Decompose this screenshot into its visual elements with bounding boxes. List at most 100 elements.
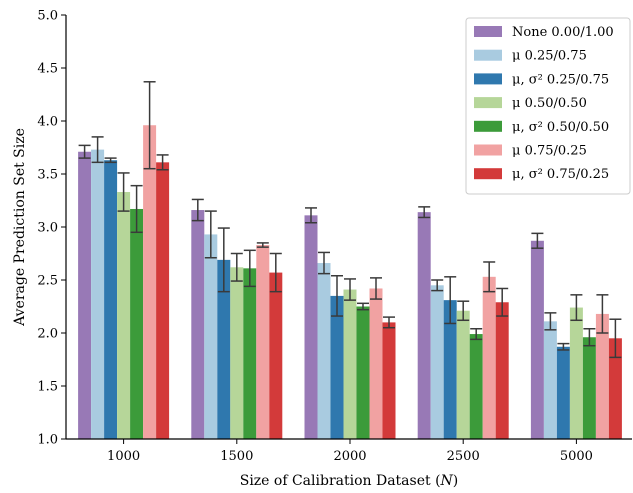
legend-swatch bbox=[474, 144, 502, 156]
error-bar bbox=[383, 316, 395, 329]
bar bbox=[556, 346, 570, 439]
error-bar bbox=[418, 206, 431, 219]
error-bar bbox=[483, 261, 496, 293]
legend-swatch bbox=[474, 97, 502, 109]
bar bbox=[304, 215, 318, 439]
bar bbox=[456, 310, 470, 439]
error-bar bbox=[156, 154, 169, 171]
bar bbox=[543, 321, 557, 439]
bar bbox=[482, 276, 496, 439]
error-bar bbox=[370, 277, 382, 300]
x-tick-label: 2500 bbox=[447, 449, 480, 464]
bar bbox=[469, 334, 483, 439]
legend: None 0.00/1.00 μ 0.25/0.75 μ, σ² 0.25/0.75… bbox=[465, 17, 631, 195]
bar bbox=[495, 302, 509, 439]
error-bar bbox=[357, 302, 369, 311]
error-bar bbox=[431, 279, 444, 292]
legend-label: μ 0.25/0.75 bbox=[512, 49, 587, 64]
error-bar bbox=[457, 300, 470, 322]
legend-label: μ, σ² 0.50/0.50 bbox=[512, 120, 609, 135]
bar bbox=[582, 337, 596, 439]
bar bbox=[595, 313, 609, 439]
legend-item: μ 0.75/0.25 bbox=[474, 144, 587, 159]
error-bar bbox=[444, 276, 457, 325]
legend-label: μ, σ² 0.75/0.25 bbox=[512, 167, 609, 182]
legend-item: μ, σ² 0.25/0.75 bbox=[474, 72, 609, 87]
legend-item: μ 0.50/0.50 bbox=[474, 96, 587, 111]
legend-item: μ 0.25/0.75 bbox=[474, 49, 587, 64]
y-tick-label: 2.0 bbox=[37, 327, 58, 342]
bar bbox=[443, 300, 457, 439]
error-bar bbox=[269, 252, 282, 293]
bar bbox=[369, 288, 383, 439]
y-tick-label: 1.5 bbox=[37, 380, 58, 395]
bar bbox=[217, 259, 231, 439]
error-bar bbox=[91, 136, 104, 164]
error-bar bbox=[130, 184, 143, 234]
bar bbox=[117, 192, 131, 439]
legend-item: μ, σ² 0.75/0.25 bbox=[474, 167, 609, 182]
error-bar bbox=[344, 278, 356, 301]
error-bar bbox=[143, 81, 156, 170]
bar bbox=[417, 212, 431, 439]
error-bar bbox=[318, 251, 330, 275]
error-bar bbox=[104, 157, 117, 164]
bar bbox=[104, 160, 118, 439]
y-tick-label: 5.0 bbox=[37, 9, 58, 24]
y-tick-label: 4.5 bbox=[37, 62, 58, 77]
error-bar bbox=[230, 252, 243, 282]
x-tick-label: 1500 bbox=[220, 449, 253, 464]
legend-frame bbox=[465, 17, 631, 195]
legend-item: None 0.00/1.00 bbox=[474, 25, 614, 40]
x-tick-labels: 1000 1500 2000 2500 5000 bbox=[107, 449, 593, 464]
y-tick-label: 4.0 bbox=[37, 115, 58, 130]
bar bbox=[430, 285, 444, 439]
legend-swatch bbox=[474, 168, 502, 180]
bar bbox=[330, 295, 344, 439]
bar bbox=[78, 151, 92, 440]
y-tick-label: 1.0 bbox=[37, 433, 58, 448]
bar bbox=[130, 208, 144, 439]
error-bar bbox=[470, 328, 483, 341]
legend-swatch bbox=[474, 120, 502, 132]
x-tick-label: 1000 bbox=[107, 449, 140, 464]
x-axis-label: Size of Calibration Dataset (N) bbox=[240, 473, 459, 489]
error-bar bbox=[117, 172, 130, 212]
error-bar bbox=[609, 318, 622, 359]
bar bbox=[317, 263, 331, 439]
bar bbox=[530, 240, 544, 439]
x-tick-label: 2000 bbox=[333, 449, 366, 464]
bar bbox=[204, 234, 218, 439]
bar bbox=[191, 210, 205, 439]
y-axis-label: Average Prediction Set Size bbox=[12, 128, 28, 327]
error-bar bbox=[305, 207, 317, 224]
legend-swatch bbox=[474, 73, 502, 85]
error-bar bbox=[496, 287, 509, 317]
error-bar bbox=[191, 198, 204, 222]
error-bar bbox=[557, 342, 570, 351]
legend-label: None 0.00/1.00 bbox=[512, 25, 614, 40]
axes bbox=[61, 14, 632, 444]
bar bbox=[230, 267, 244, 439]
y-tick-label: 3.5 bbox=[37, 168, 58, 183]
bar bbox=[608, 338, 622, 439]
error-bar bbox=[583, 328, 596, 347]
error-bar bbox=[570, 294, 583, 322]
error-bar bbox=[331, 275, 343, 317]
bar bbox=[569, 307, 583, 439]
bar bbox=[343, 289, 357, 439]
error-bar bbox=[531, 232, 544, 249]
error-bar bbox=[544, 312, 557, 331]
legend-label: μ 0.75/0.25 bbox=[512, 144, 587, 159]
legend-swatch bbox=[474, 49, 502, 61]
bar-group bbox=[78, 125, 622, 440]
legend-swatch bbox=[474, 26, 502, 37]
bar bbox=[356, 306, 370, 439]
y-tick-label: 3.0 bbox=[37, 221, 58, 236]
error-bar-group bbox=[78, 81, 622, 359]
y-tick-label: 2.5 bbox=[37, 274, 58, 289]
error-bar bbox=[596, 294, 609, 334]
bar bbox=[256, 245, 270, 439]
bar bbox=[243, 268, 257, 439]
